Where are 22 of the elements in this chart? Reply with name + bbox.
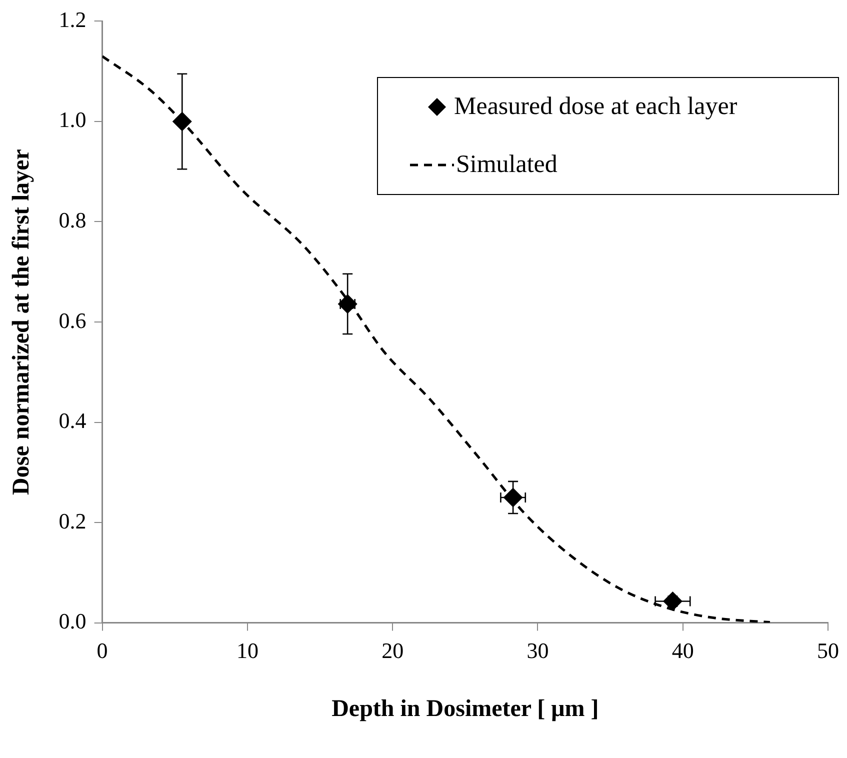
x-tick-label: 30	[526, 638, 549, 663]
y-tick-label: 1.2	[58, 6, 86, 32]
point	[504, 488, 522, 507]
point	[338, 294, 357, 314]
x-axis-title: Depth in Dosimeter [ μm ]	[332, 696, 599, 722]
y-tick-label: 0.4	[58, 408, 86, 434]
legend-label: Measured dose at each layer	[454, 93, 738, 121]
line-series	[102, 55, 772, 623]
point	[172, 112, 192, 131]
y-tick-label: 0.6	[58, 308, 86, 333]
y-tick-label: 1.0	[58, 107, 86, 132]
y-tick-label: 0.2	[58, 508, 86, 534]
x-tick-label: 40	[672, 638, 694, 663]
x-tick-label: 50	[817, 638, 839, 663]
y-tick-label: 0.0	[58, 608, 86, 634]
legend-label: Simulated	[456, 151, 558, 179]
x-tick-label: 20	[382, 638, 404, 663]
point	[663, 592, 682, 610]
y-axis-title: Dose normarized at the first layer	[8, 148, 35, 495]
y-tick-label: 0.8	[58, 208, 86, 233]
x-tick-label: 10	[236, 638, 258, 663]
x-tick-label: 0	[96, 638, 108, 663]
